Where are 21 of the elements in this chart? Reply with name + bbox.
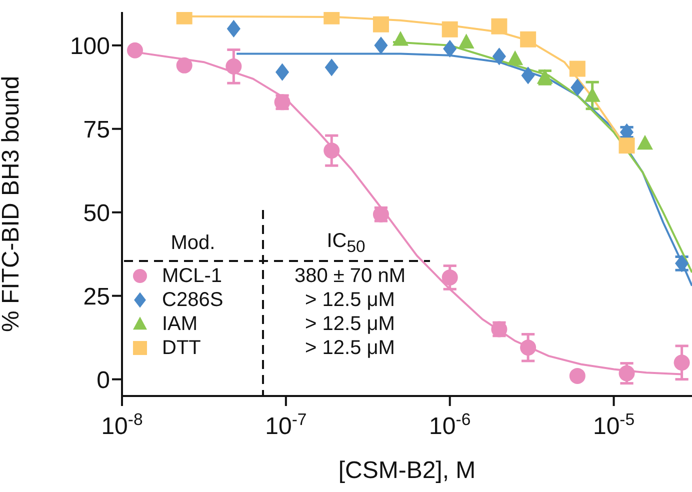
legend-label: MCL-1 xyxy=(161,264,224,288)
annotation: 380 ± 70 nM xyxy=(293,264,407,288)
x-tick-label: 10$^{-5}$ xyxy=(592,410,635,440)
legend-label: IAM xyxy=(161,312,199,336)
y-tick-label: 25 xyxy=(83,283,110,310)
annotation: > 12.5 μM xyxy=(304,312,396,336)
x-tick-label: 10$^{-7}$ xyxy=(265,410,307,440)
annotation: > 12.5 μM xyxy=(304,336,396,360)
legend-label: C286S xyxy=(161,288,224,312)
y-tick-label: 50 xyxy=(83,200,110,227)
x-tick-label: 10$^{-6}$ xyxy=(429,410,471,440)
y-tick-label: 75 xyxy=(83,116,110,144)
x-tick-label: 10$^{-8}$ xyxy=(101,410,143,440)
annotation: IC$_{50}$ xyxy=(326,230,366,256)
y-axis-title: % FITC-BID BH3 bound xyxy=(0,76,25,332)
y-tick-label: 100 xyxy=(70,32,110,60)
y-tick-label: 0 xyxy=(96,366,110,394)
legend-title: Mod. xyxy=(170,232,216,254)
x-axis-title: [CSM-B2], M xyxy=(338,457,476,484)
legend-label: DTT xyxy=(161,336,202,360)
annotation: > 12.5 μM xyxy=(304,288,396,312)
